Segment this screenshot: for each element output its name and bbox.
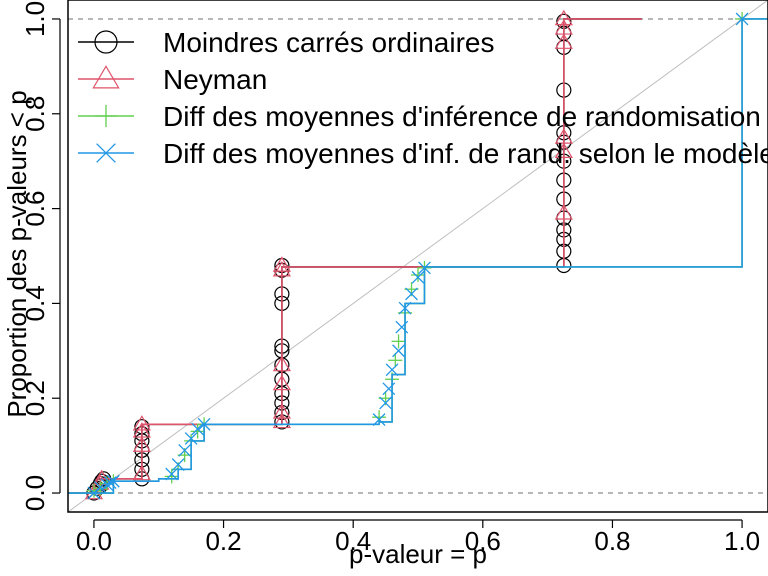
data-point	[272, 374, 291, 391]
reference-lines	[68, 0, 768, 512]
data-point	[388, 353, 403, 368]
x-axis: 0.0 0.2 0.4 0.6 0.8 1.0	[76, 519, 760, 556]
data-point	[100, 478, 114, 491]
legend-label: Diff des moyennes d'inférence de randomi…	[163, 101, 761, 132]
legend-marker	[96, 143, 116, 163]
y-tick-label: 0.0	[20, 475, 50, 511]
data-point	[197, 417, 211, 431]
x-tick-label: 0.8	[594, 526, 630, 556]
x-axis-title: p-valeur = p	[349, 539, 487, 569]
legend-marker	[94, 30, 118, 54]
data-point	[411, 267, 425, 282]
y-axis: 0.0 0.2 0.4 0.6 0.8 1.0	[20, 1, 61, 511]
data-point	[554, 128, 573, 144]
series-line	[68, 18, 642, 494]
data-point	[165, 467, 179, 481]
data-point	[398, 301, 412, 315]
data-point	[132, 464, 151, 481]
data-point	[411, 270, 425, 284]
data-point	[385, 363, 399, 377]
x-tick-label: 0.0	[76, 526, 112, 556]
data-point	[391, 334, 406, 349]
legend-label: Diff des moyennes d'inf. de rand. selon …	[163, 138, 768, 169]
data-point	[106, 474, 120, 488]
y-tick-label: 0.2	[20, 380, 50, 416]
data-point	[178, 443, 192, 457]
data-point	[382, 382, 396, 396]
y-axis-title: Proportion des p-valeurs < p	[2, 90, 32, 417]
legend-item: Diff des moyennes d'inférence de randomi…	[78, 101, 761, 132]
data-point	[379, 396, 393, 410]
y-tick-label: 1.0	[20, 1, 50, 37]
data-point	[190, 424, 205, 439]
x-tick-label: 1.0	[724, 526, 760, 556]
data-point	[395, 320, 409, 334]
data-point	[93, 480, 107, 494]
data-point	[554, 9, 573, 26]
legend-label: Neyman	[163, 64, 267, 95]
data-point	[132, 415, 151, 431]
legend-marker	[92, 65, 120, 89]
legend: Moindres carrés ordinaires Neyman Diff des…	[78, 27, 768, 169]
data-point	[272, 260, 291, 277]
data-point	[132, 436, 151, 452]
data-point	[86, 483, 101, 498]
data-point	[103, 476, 117, 490]
plot-border	[67, 0, 768, 513]
series-3	[68, 12, 768, 500]
y-tick-label: 0.6	[20, 191, 50, 227]
data-point	[372, 413, 386, 426]
data-point	[554, 19, 573, 35]
y-tick-label: 0.4	[20, 285, 50, 321]
series-line	[68, 18, 642, 494]
data-point	[554, 33, 573, 49]
legend-item: Diff des moyennes d'inf. de rand. selon …	[78, 138, 768, 169]
data-point	[272, 256, 291, 272]
legend-item: Moindres carrés ordinaires	[78, 27, 494, 58]
data-point	[554, 204, 573, 220]
series-layer	[68, 9, 768, 501]
data-point	[554, 142, 573, 158]
data-point	[272, 355, 291, 372]
legend-label: Moindres carrés ordinaires	[163, 27, 494, 58]
data-point	[272, 412, 291, 429]
data-point	[392, 344, 405, 358]
data-point	[418, 261, 431, 275]
x-tick-label: 0.2	[205, 526, 241, 556]
data-point	[405, 287, 418, 301]
data-point	[164, 469, 179, 484]
x-tick-label: 0.4	[335, 526, 371, 556]
data-point	[184, 432, 198, 445]
data-point	[84, 483, 104, 500]
x-tick-label: 0.6	[465, 526, 501, 556]
data-point	[272, 403, 291, 419]
legend-item: Neyman	[78, 64, 267, 95]
diagonal-reference-line	[68, 0, 768, 512]
data-point	[735, 12, 749, 26]
plot-area: Moindres carrés ordinaires Neyman Diff des…	[68, 0, 768, 512]
data-point	[191, 422, 205, 436]
legend-marker	[95, 105, 117, 127]
y-tick-label: 0.8	[20, 96, 50, 132]
data-point	[171, 458, 185, 472]
